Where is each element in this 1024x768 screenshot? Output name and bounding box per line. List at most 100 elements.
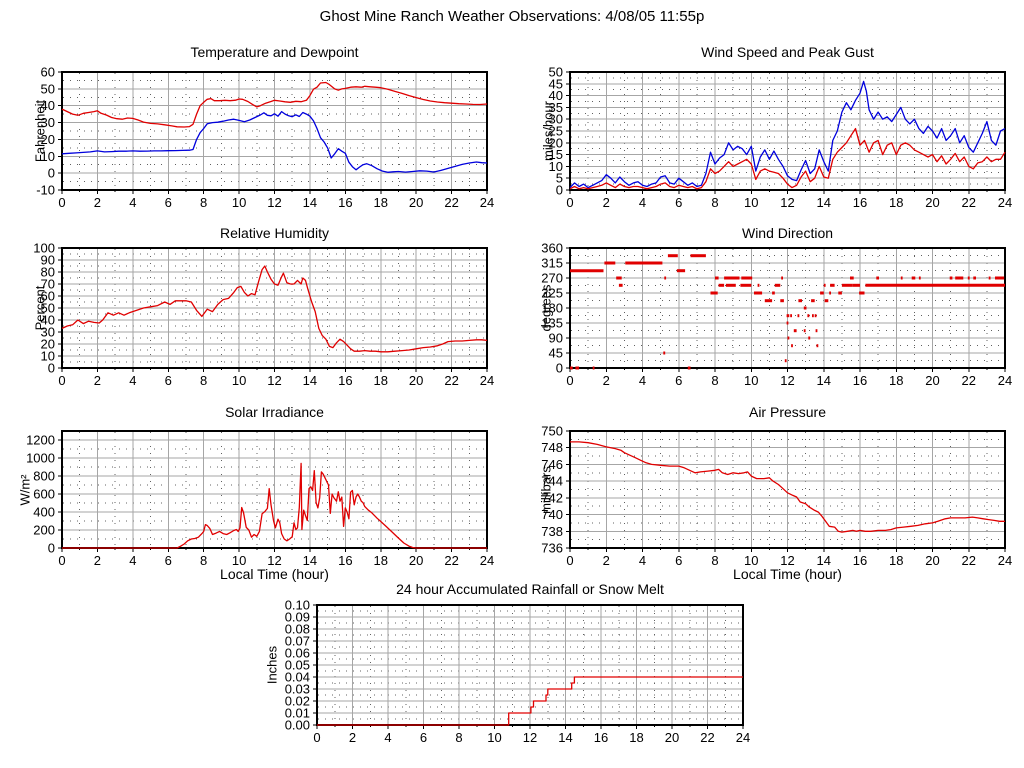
svg-text:20: 20 bbox=[549, 135, 563, 150]
svg-text:10: 10 bbox=[232, 553, 246, 568]
svg-text:10: 10 bbox=[41, 149, 55, 164]
y-axis-label-fahrenheit: Fahrenheit bbox=[32, 99, 48, 163]
svg-text:0: 0 bbox=[48, 541, 55, 556]
svg-text:0: 0 bbox=[58, 195, 65, 210]
svg-text:4: 4 bbox=[129, 195, 136, 210]
svg-text:100: 100 bbox=[33, 241, 55, 256]
svg-text:736: 736 bbox=[541, 541, 563, 556]
svg-text:8: 8 bbox=[200, 553, 207, 568]
svg-text:30: 30 bbox=[41, 115, 55, 130]
svg-text:45: 45 bbox=[549, 346, 563, 361]
svg-text:24: 24 bbox=[480, 195, 494, 210]
svg-text:24: 24 bbox=[736, 730, 750, 745]
svg-text:50: 50 bbox=[549, 65, 563, 80]
svg-text:20: 20 bbox=[409, 195, 423, 210]
chart-solar-irradiance: 0 2 4 6 8 10 12 14 16 18 20 22 240200400600800100012… bbox=[26, 430, 494, 568]
svg-text:2: 2 bbox=[603, 373, 610, 388]
svg-text:12: 12 bbox=[267, 553, 281, 568]
chart-air-pressure: 0 2 4 6 8 10 12 14 16 18 20 22 247367387407427447467… bbox=[541, 424, 1012, 569]
svg-text:20: 20 bbox=[409, 373, 423, 388]
svg-text:0: 0 bbox=[58, 553, 65, 568]
svg-text:10: 10 bbox=[487, 730, 501, 745]
svg-text:4: 4 bbox=[384, 730, 391, 745]
svg-text:0.05: 0.05 bbox=[285, 658, 310, 673]
svg-text:740: 740 bbox=[541, 507, 563, 522]
svg-text:0.10: 0.10 bbox=[285, 598, 310, 613]
svg-text:15: 15 bbox=[549, 147, 563, 162]
svg-text:0: 0 bbox=[58, 373, 65, 388]
svg-text:80: 80 bbox=[41, 265, 55, 280]
svg-text:16: 16 bbox=[338, 195, 352, 210]
svg-text:0: 0 bbox=[48, 166, 55, 181]
svg-text:2: 2 bbox=[603, 195, 610, 210]
svg-text:0: 0 bbox=[566, 553, 573, 568]
svg-text:20: 20 bbox=[925, 195, 939, 210]
svg-text:16: 16 bbox=[594, 730, 608, 745]
svg-text:18: 18 bbox=[889, 195, 903, 210]
svg-text:18: 18 bbox=[374, 373, 388, 388]
svg-text:14: 14 bbox=[558, 730, 572, 745]
svg-text:0: 0 bbox=[48, 361, 55, 376]
svg-text:12: 12 bbox=[780, 195, 794, 210]
chart-title-temperature-dewpoint: Temperature and Dewpoint bbox=[190, 44, 359, 60]
svg-text:22: 22 bbox=[962, 195, 976, 210]
svg-text:24: 24 bbox=[998, 553, 1012, 568]
chart-title-relative-humidity: Relative Humidity bbox=[220, 225, 329, 241]
svg-text:10: 10 bbox=[744, 373, 758, 388]
svg-text:4: 4 bbox=[129, 373, 136, 388]
svg-text:12: 12 bbox=[780, 373, 794, 388]
svg-text:45: 45 bbox=[549, 76, 563, 91]
svg-text:14: 14 bbox=[303, 195, 317, 210]
svg-text:315: 315 bbox=[541, 256, 563, 271]
svg-text:10: 10 bbox=[232, 195, 246, 210]
svg-text:22: 22 bbox=[962, 373, 976, 388]
svg-text:600: 600 bbox=[33, 487, 55, 502]
svg-text:0.09: 0.09 bbox=[285, 610, 310, 625]
svg-text:6: 6 bbox=[420, 730, 427, 745]
svg-text:800: 800 bbox=[33, 469, 55, 484]
svg-text:0: 0 bbox=[313, 730, 320, 745]
svg-text:2: 2 bbox=[94, 195, 101, 210]
svg-text:0: 0 bbox=[566, 195, 573, 210]
svg-text:50: 50 bbox=[41, 81, 55, 96]
svg-text:6: 6 bbox=[165, 195, 172, 210]
svg-text:14: 14 bbox=[303, 373, 317, 388]
svg-text:0.06: 0.06 bbox=[285, 646, 310, 661]
svg-text:40: 40 bbox=[41, 313, 55, 328]
svg-text:14: 14 bbox=[817, 373, 831, 388]
svg-text:4: 4 bbox=[639, 195, 646, 210]
svg-text:35: 35 bbox=[549, 100, 563, 115]
x-axis-label-solar: Local Time (hour) bbox=[220, 566, 329, 582]
svg-text:10: 10 bbox=[744, 553, 758, 568]
svg-text:4: 4 bbox=[639, 553, 646, 568]
svg-text:8: 8 bbox=[455, 730, 462, 745]
svg-text:14: 14 bbox=[817, 195, 831, 210]
svg-text:10: 10 bbox=[549, 159, 563, 174]
svg-text:8: 8 bbox=[711, 195, 718, 210]
svg-text:6: 6 bbox=[165, 553, 172, 568]
svg-text:18: 18 bbox=[889, 553, 903, 568]
svg-text:-10: -10 bbox=[36, 183, 55, 198]
svg-text:20: 20 bbox=[665, 730, 679, 745]
svg-text:22: 22 bbox=[962, 553, 976, 568]
svg-text:20: 20 bbox=[925, 373, 939, 388]
svg-text:0.03: 0.03 bbox=[285, 682, 310, 697]
svg-text:742: 742 bbox=[541, 490, 563, 505]
svg-text:135: 135 bbox=[541, 316, 563, 331]
y-axis-label-millibars: millibars bbox=[538, 466, 554, 514]
y-axis-label-miles-per-hour: miles/hour bbox=[540, 101, 556, 161]
svg-text:2: 2 bbox=[94, 553, 101, 568]
svg-text:0: 0 bbox=[556, 361, 563, 376]
svg-text:1200: 1200 bbox=[26, 433, 55, 448]
svg-text:200: 200 bbox=[33, 523, 55, 538]
svg-text:0: 0 bbox=[556, 183, 563, 198]
svg-text:30: 30 bbox=[549, 112, 563, 127]
chart-title-wind-direction: Wind Direction bbox=[741, 225, 834, 241]
svg-text:12: 12 bbox=[780, 553, 794, 568]
svg-text:14: 14 bbox=[817, 553, 831, 568]
svg-text:18: 18 bbox=[374, 553, 388, 568]
chart-title-rainfall: 24 hour Accumulated Rainfall or Snow Mel… bbox=[396, 581, 664, 597]
svg-text:22: 22 bbox=[444, 373, 458, 388]
svg-text:20: 20 bbox=[41, 337, 55, 352]
